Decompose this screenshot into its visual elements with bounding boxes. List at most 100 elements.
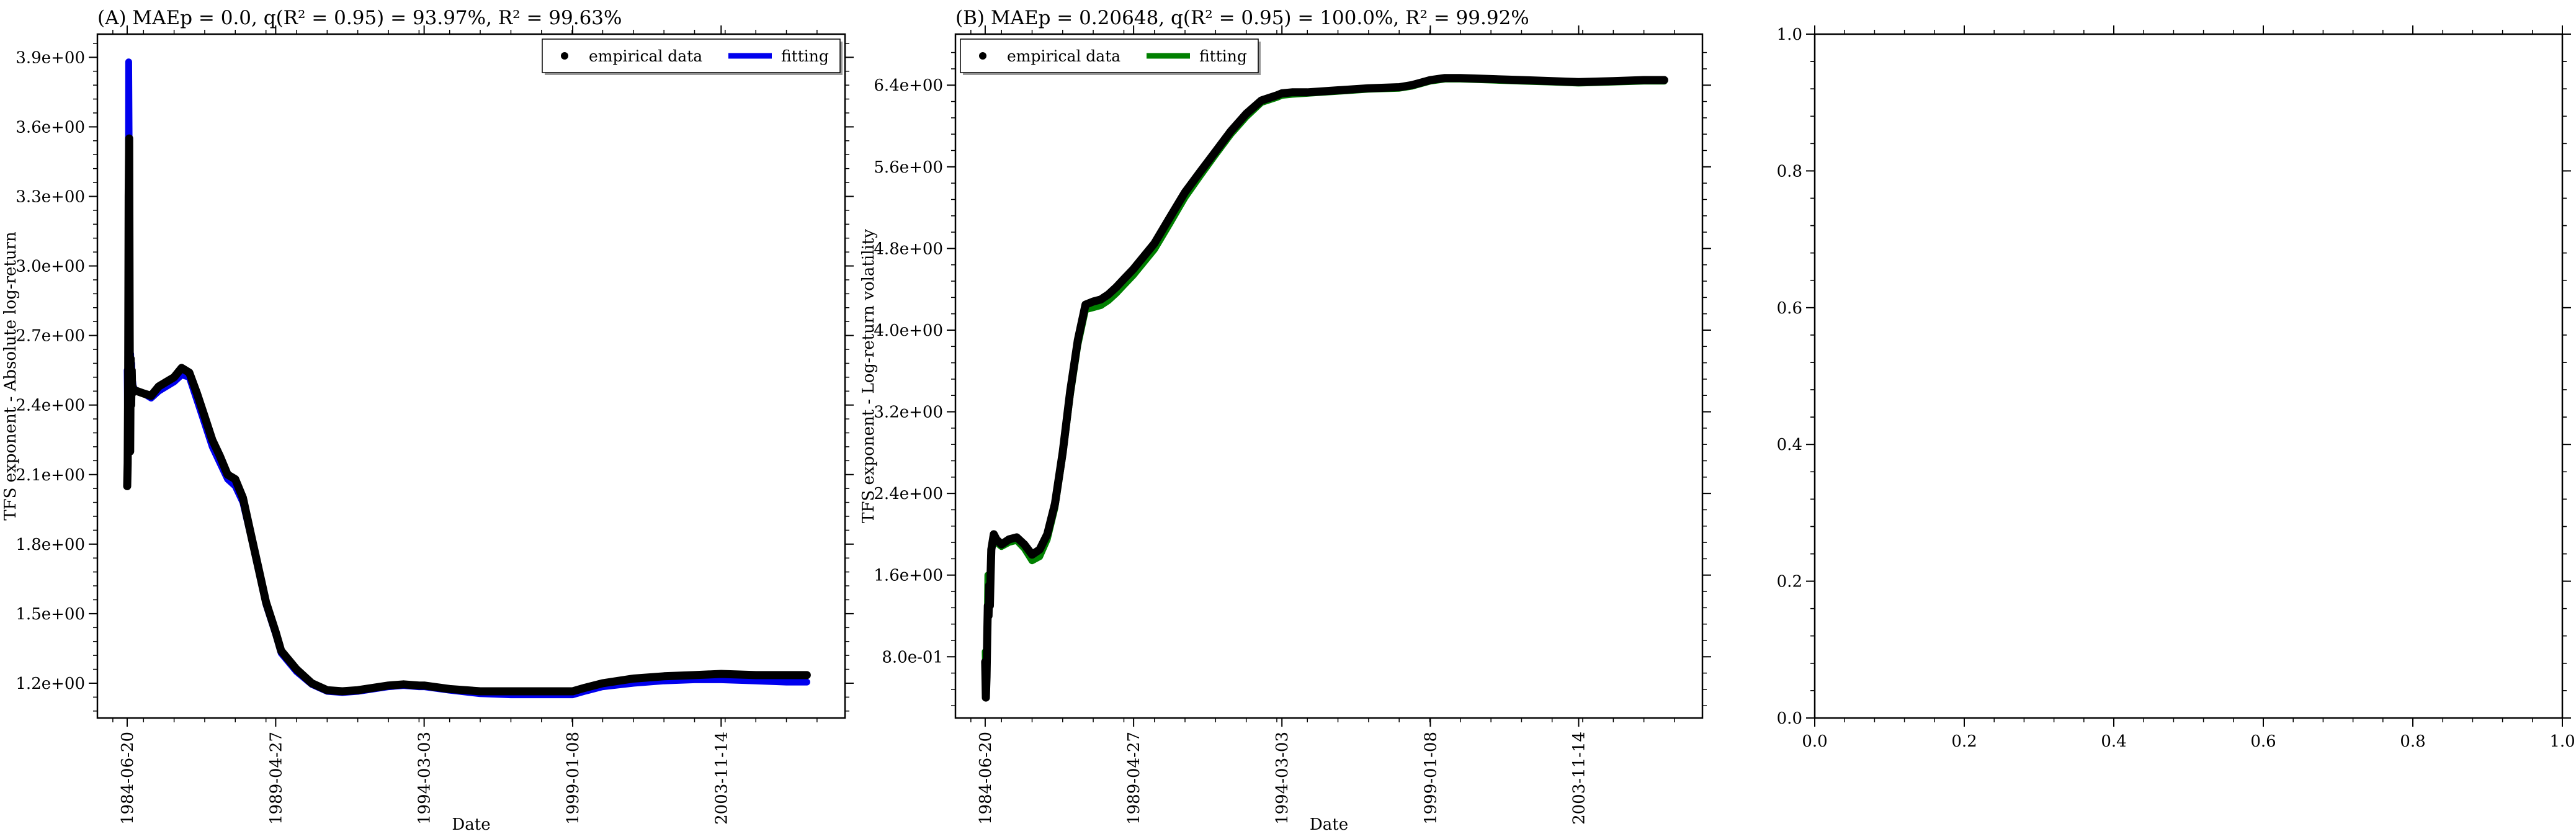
y-tick-label: 0.8 — [1777, 162, 1802, 181]
chart-panel-0: (A) MAEp = 0.0, q(R² = 0.95) = 93.97%, R… — [1, 7, 854, 834]
data-point — [193, 390, 201, 397]
data-point — [127, 401, 135, 409]
x-tick-label: 2003-11-14 — [1570, 732, 1588, 825]
data-point — [1166, 214, 1174, 222]
data-point — [1334, 86, 1342, 94]
data-point — [123, 482, 131, 490]
data-point — [983, 673, 991, 681]
data-point — [1456, 74, 1464, 82]
data-point — [125, 192, 133, 200]
data-point — [262, 598, 270, 606]
series-fitting — [123, 58, 810, 699]
data-point — [983, 632, 991, 640]
data-point — [1288, 88, 1296, 96]
y-tick-label: 1.2e+00 — [16, 675, 85, 693]
data-point — [1227, 127, 1235, 135]
x-tick-label: 1.0 — [2549, 732, 2575, 751]
data-point — [1051, 500, 1059, 508]
data-point — [985, 612, 993, 620]
data-point — [1364, 84, 1372, 92]
data-point — [629, 675, 637, 683]
data-point — [239, 494, 247, 502]
chart-panel-1: (B) MAEp = 0.20648, q(R² = 0.95) = 100.0… — [859, 7, 1711, 834]
series-fitting — [982, 75, 1668, 686]
y-tick-label: 5.6e+00 — [874, 158, 943, 177]
data-point — [1548, 77, 1556, 85]
y-tick-label: 3.9e+00 — [16, 48, 85, 67]
y-tick-label: 2.4e+00 — [16, 397, 85, 415]
data-point — [1005, 536, 1013, 544]
data-point — [163, 378, 171, 386]
y-tick-label: 3.0e+00 — [16, 258, 85, 276]
data-point — [986, 602, 994, 610]
data-point — [569, 688, 576, 695]
data-point — [400, 680, 408, 688]
data-point — [803, 671, 811, 679]
data-point — [1304, 88, 1312, 96]
data-point — [140, 390, 148, 397]
x-tick-label: 1999-01-08 — [564, 732, 583, 825]
plot-frame — [1813, 33, 2564, 719]
data-point — [1104, 290, 1112, 298]
x-tick-label: 2003-11-14 — [712, 732, 731, 825]
data-point — [1074, 336, 1082, 344]
data-point — [1130, 265, 1138, 273]
data-point — [254, 563, 262, 572]
series-point-trail — [123, 134, 811, 696]
x-tick-label: 1984-06-20 — [977, 732, 995, 825]
data-point — [1097, 295, 1105, 303]
x-tick-label: 0.6 — [2250, 732, 2276, 751]
data-point — [1058, 449, 1067, 457]
data-point — [1258, 96, 1266, 104]
legend-entry: fitting — [1199, 47, 1247, 65]
data-point — [246, 529, 254, 537]
series-line — [123, 58, 810, 699]
data-point — [660, 672, 668, 680]
x-axis-label: Date — [1310, 815, 1348, 834]
x-tick-label: 1989-04-27 — [267, 732, 285, 825]
y-tick-label: 0.0 — [1777, 709, 1802, 728]
data-point — [216, 452, 224, 460]
data-point — [752, 671, 760, 679]
data-point — [123, 459, 132, 467]
data-point — [1408, 81, 1416, 89]
y-tick-label: 2.1e+00 — [16, 466, 85, 485]
data-point — [293, 665, 300, 673]
data-point — [1120, 275, 1128, 283]
data-point — [200, 413, 208, 421]
data-point — [1242, 110, 1250, 118]
y-tick-label: 3.2e+00 — [874, 403, 943, 422]
y-axis-label: TFS exponent - Log-return volatility — [859, 229, 878, 523]
chart-title: (B) MAEp = 0.20648, q(R² = 0.95) = 100.0… — [955, 7, 1529, 29]
y-tick-label: 1.6e+00 — [874, 567, 943, 585]
y-tick-label: 0.6 — [1777, 299, 1802, 318]
data-point — [993, 536, 1000, 544]
data-point — [581, 684, 589, 692]
plot-frame — [954, 33, 1704, 719]
data-point — [782, 671, 790, 679]
data-point — [420, 681, 428, 689]
data-point — [998, 541, 1006, 549]
plot-frame — [96, 33, 846, 719]
data-point — [691, 671, 699, 679]
data-point — [415, 681, 423, 689]
legend-entry: empirical data — [589, 47, 702, 65]
data-point — [1441, 74, 1449, 82]
data-point — [272, 628, 280, 636]
data-point — [445, 685, 454, 693]
data-point — [308, 680, 316, 687]
data-point — [1089, 297, 1098, 305]
x-axis-label: Date — [452, 815, 490, 834]
data-point — [985, 581, 993, 590]
legend-entry: empirical data — [1007, 47, 1120, 65]
x-tick-label: 0.0 — [1802, 732, 1827, 751]
y-tick-label: 0.4 — [1777, 436, 1802, 454]
data-point — [1066, 387, 1074, 395]
legend-marker — [979, 52, 986, 60]
data-point — [1150, 240, 1158, 248]
data-point — [476, 688, 484, 695]
data-point — [338, 688, 346, 695]
plot-area — [123, 58, 811, 699]
legend: empirical data fitting — [542, 38, 843, 75]
data-point — [147, 392, 155, 400]
